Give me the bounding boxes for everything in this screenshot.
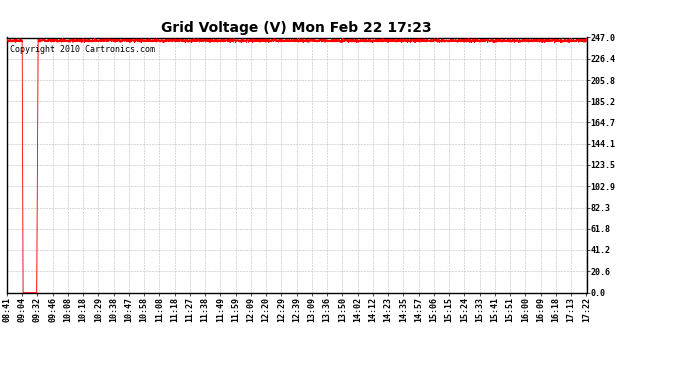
Text: Copyright 2010 Cartronics.com: Copyright 2010 Cartronics.com — [10, 45, 155, 54]
Title: Grid Voltage (V) Mon Feb 22 17:23: Grid Voltage (V) Mon Feb 22 17:23 — [161, 21, 432, 35]
